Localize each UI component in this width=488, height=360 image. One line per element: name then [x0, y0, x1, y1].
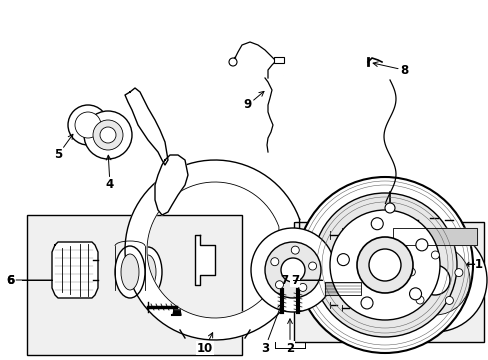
Circle shape: [298, 283, 306, 291]
Circle shape: [84, 111, 132, 159]
Text: 7: 7: [290, 274, 322, 287]
Circle shape: [415, 296, 423, 304]
Text: 8: 8: [372, 62, 407, 77]
Text: ←1: ←1: [464, 258, 482, 271]
Polygon shape: [195, 235, 215, 285]
Circle shape: [291, 246, 299, 254]
Circle shape: [368, 249, 400, 281]
Text: 2: 2: [285, 319, 293, 355]
Text: 3: 3: [261, 303, 282, 355]
Circle shape: [68, 105, 108, 145]
Circle shape: [430, 251, 438, 259]
Circle shape: [337, 254, 348, 266]
Circle shape: [407, 268, 414, 276]
Text: 10: 10: [197, 333, 213, 355]
Text: 6: 6: [6, 274, 52, 287]
Circle shape: [264, 242, 320, 298]
Polygon shape: [392, 228, 476, 245]
Ellipse shape: [115, 246, 145, 298]
Circle shape: [228, 58, 237, 66]
Bar: [273, 57, 284, 63]
Text: 4: 4: [106, 155, 114, 192]
Bar: [27, 215, 242, 355]
Circle shape: [409, 288, 421, 300]
Bar: [293, 222, 483, 342]
Polygon shape: [52, 242, 98, 298]
Text: 5: 5: [54, 134, 73, 162]
Polygon shape: [155, 155, 187, 215]
Circle shape: [445, 296, 452, 305]
Circle shape: [308, 262, 316, 270]
Circle shape: [93, 120, 123, 150]
Circle shape: [356, 237, 412, 293]
Polygon shape: [321, 242, 363, 298]
Circle shape: [100, 127, 116, 143]
Circle shape: [415, 239, 427, 251]
Circle shape: [275, 281, 283, 289]
Circle shape: [384, 203, 394, 213]
Ellipse shape: [134, 247, 162, 297]
Text: 6: 6: [6, 274, 14, 287]
Circle shape: [419, 265, 449, 295]
Text: 7: 7: [279, 274, 287, 287]
Circle shape: [329, 210, 439, 320]
Circle shape: [75, 112, 101, 138]
Circle shape: [312, 193, 456, 337]
Circle shape: [399, 245, 469, 315]
Polygon shape: [125, 88, 168, 165]
Circle shape: [281, 258, 305, 282]
Circle shape: [296, 177, 472, 353]
Circle shape: [270, 258, 278, 266]
Circle shape: [454, 269, 462, 276]
Ellipse shape: [121, 254, 139, 290]
Circle shape: [370, 218, 383, 230]
Circle shape: [360, 297, 372, 309]
Polygon shape: [325, 282, 360, 295]
Circle shape: [250, 228, 334, 312]
Circle shape: [382, 228, 486, 332]
Polygon shape: [125, 160, 299, 340]
Ellipse shape: [140, 255, 156, 289]
Text: 9: 9: [243, 91, 264, 112]
